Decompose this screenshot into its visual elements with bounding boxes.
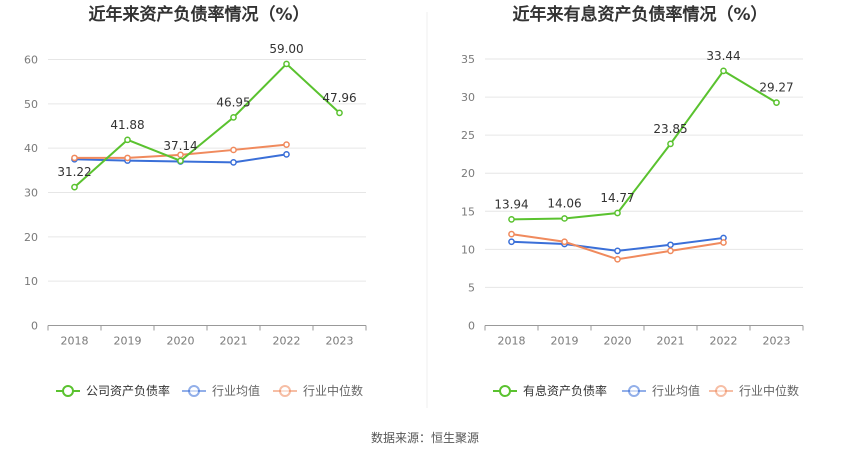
data-point-industry_median — [177, 151, 184, 159]
y-tick-label: 20 — [461, 167, 475, 180]
y-tick-label: 0 — [468, 320, 475, 333]
x-tick-label: 2023 — [763, 335, 791, 348]
data-point-industry_avg — [508, 238, 515, 246]
y-tick-label: 25 — [461, 129, 475, 142]
data-point-industry_avg — [230, 159, 237, 166]
data-point-company — [177, 157, 184, 165]
series-line-company — [73, 62, 341, 188]
legend-label: 有息资产负债率 — [523, 383, 607, 398]
y-tick-label: 10 — [461, 243, 475, 256]
y-tick-label: 5 — [468, 281, 475, 294]
data-point-company — [124, 136, 131, 144]
data-label: 41.88 — [110, 118, 144, 132]
data-point-company — [230, 114, 237, 121]
data-point-industry_median — [283, 141, 290, 148]
legend-label: 行业中位数 — [303, 383, 363, 398]
chart-panel-2: 近年来有息资产负债率情况（%） 0 5 10 15 20 25 30 35 2018 2019 202… — [461, 4, 804, 398]
data-point-company — [773, 99, 780, 106]
legend-label: 行业均值 — [652, 383, 700, 398]
series-line-industry_median — [511, 233, 724, 261]
x-tick-label: 2018 — [498, 335, 526, 348]
y-tick-label: 20 — [24, 231, 38, 244]
data-label: 14.06 — [547, 196, 581, 210]
legend-item-industry_median: 行业中位数 — [273, 383, 363, 398]
legend-item-company: 有息资产负债率 — [493, 383, 607, 398]
chart-title: 近年来有息资产负债率情况（%） — [512, 4, 767, 25]
legend-swatch-marker — [188, 385, 200, 397]
data-point-industry_median — [508, 230, 515, 238]
data-label: 29.27 — [759, 81, 793, 95]
y-tick-label: 30 — [24, 187, 38, 200]
legend-item-industry_avg: 行业均值 — [622, 383, 700, 398]
data-point-company — [283, 60, 290, 68]
y-tick-label: 35 — [461, 53, 475, 66]
data-label: 14.77 — [600, 191, 634, 205]
data-label: 33.44 — [706, 49, 740, 63]
y-tick-label: 40 — [24, 142, 38, 155]
x-tick-label: 2020 — [604, 335, 632, 348]
legend-item-industry_median: 行业中位数 — [709, 383, 799, 398]
data-point-industry_median — [720, 239, 727, 246]
data-label: 47.96 — [322, 91, 356, 105]
legend-label: 行业均值 — [212, 383, 260, 398]
legend-item-company: 公司资产负债率 — [56, 383, 170, 398]
chart-panel-1: 近年来资产负债率情况（%） 0 10 20 30 40 50 60 2018 2019 2020 20… — [24, 4, 367, 398]
legend-item-industry_avg: 行业均值 — [182, 383, 260, 398]
x-tick-label: 2021 — [657, 335, 685, 348]
data-label: 13.94 — [494, 197, 528, 211]
legend-swatch-marker — [62, 385, 74, 397]
source-note: 数据来源：恒生聚源 — [371, 430, 479, 445]
data-point-industry_avg — [667, 241, 674, 249]
legend-swatch-marker — [628, 385, 640, 397]
data-point-company — [614, 209, 621, 217]
data-point-company — [508, 216, 515, 223]
data-point-company — [720, 67, 727, 75]
data-point-industry_median — [230, 146, 237, 154]
data-point-industry_median — [71, 154, 78, 162]
data-point-company — [667, 140, 674, 148]
x-tick-label: 2021 — [220, 335, 248, 348]
y-tick-label: 10 — [24, 275, 38, 288]
x-tick-label: 2022 — [710, 335, 738, 348]
data-point-industry_median — [614, 255, 621, 263]
y-tick-label: 30 — [461, 91, 475, 104]
chart-title: 近年来资产负债率情况（%） — [88, 4, 309, 25]
y-tick-label: 0 — [31, 320, 38, 333]
legend-swatch-marker — [499, 385, 511, 397]
data-point-company — [561, 215, 568, 222]
data-label: 46.95 — [216, 95, 250, 109]
legend-swatch-marker — [715, 385, 727, 397]
data-point-industry_median — [667, 247, 674, 255]
data-point-industry_median — [561, 238, 568, 246]
data-label: 37.14 — [163, 139, 197, 153]
data-point-company — [336, 109, 343, 117]
x-tick-label: 2019 — [551, 335, 579, 348]
x-tick-label: 2020 — [167, 335, 195, 348]
data-point-company — [71, 183, 78, 191]
data-label: 23.85 — [653, 122, 687, 136]
data-point-industry_median — [124, 154, 131, 162]
data-label: 59.00 — [269, 42, 303, 56]
x-tick-label: 2019 — [114, 335, 142, 348]
series-line-company — [511, 69, 778, 221]
legend-label: 公司资产负债率 — [86, 383, 170, 398]
data-point-industry_avg — [283, 151, 290, 158]
x-tick-label: 2018 — [61, 335, 89, 348]
x-tick-label: 2023 — [326, 335, 354, 348]
data-label: 31.22 — [57, 165, 91, 179]
y-tick-label: 15 — [461, 205, 475, 218]
data-point-industry_avg — [614, 247, 621, 255]
x-tick-label: 2022 — [273, 335, 301, 348]
legend-swatch-marker — [279, 385, 291, 397]
y-tick-label: 50 — [24, 98, 38, 111]
y-tick-label: 60 — [24, 54, 38, 67]
legend-label: 行业中位数 — [739, 383, 799, 398]
